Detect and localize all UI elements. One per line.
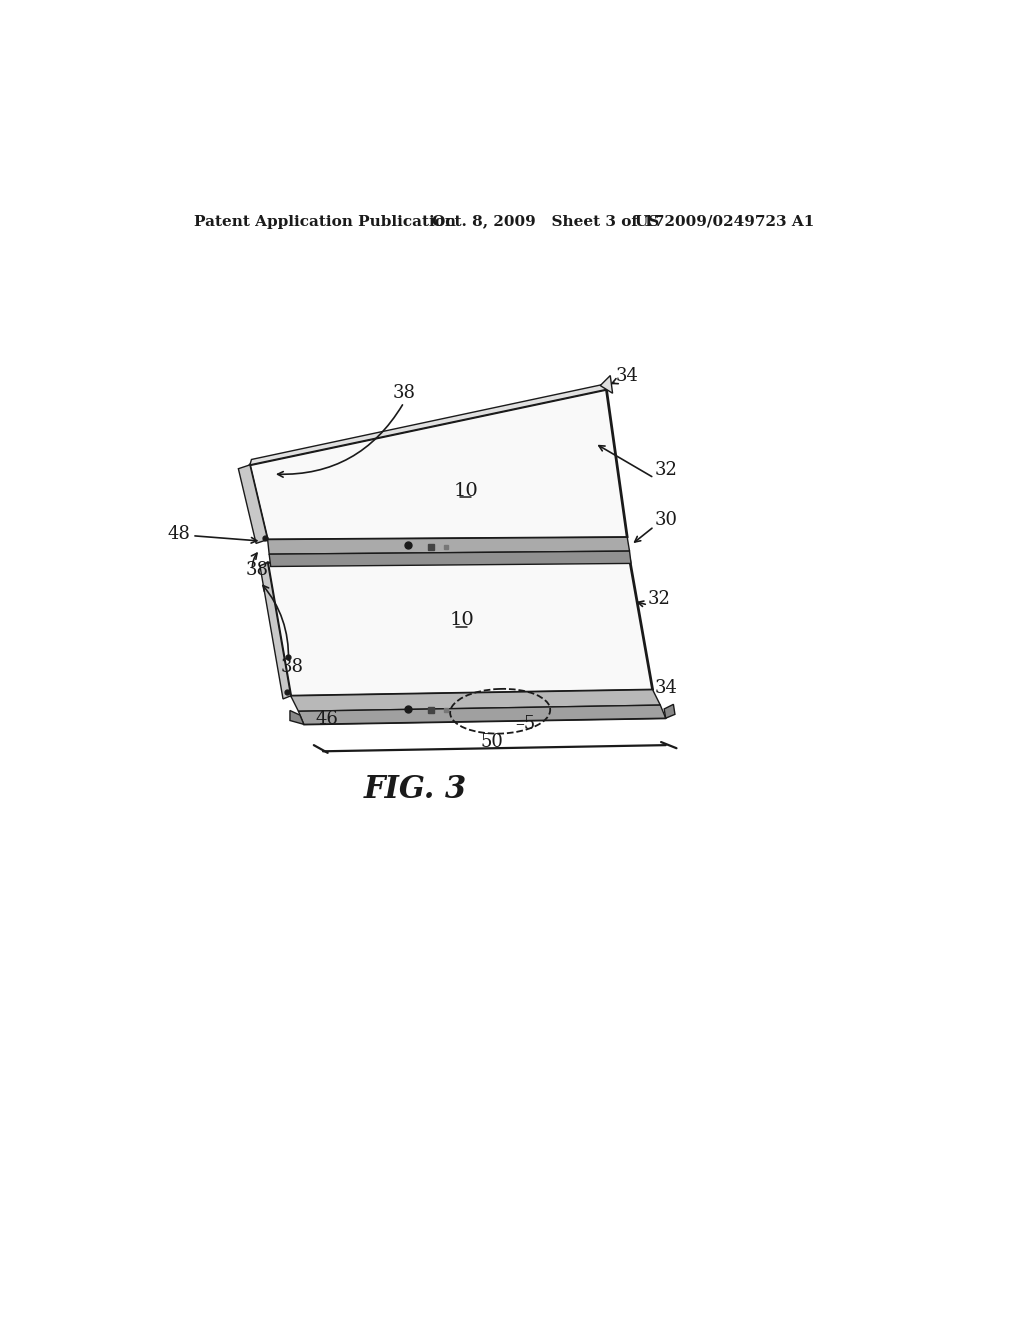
Polygon shape — [250, 383, 608, 465]
Polygon shape — [290, 710, 304, 725]
Text: 38: 38 — [392, 384, 416, 403]
Text: 10: 10 — [450, 611, 474, 630]
Text: –5: –5 — [515, 715, 536, 734]
Polygon shape — [291, 689, 660, 711]
Text: 38: 38 — [246, 561, 269, 579]
Polygon shape — [250, 389, 628, 540]
Polygon shape — [298, 705, 666, 725]
Polygon shape — [665, 705, 675, 718]
Polygon shape — [267, 558, 652, 696]
Text: 10: 10 — [454, 482, 478, 500]
Text: 46: 46 — [315, 710, 338, 727]
Polygon shape — [269, 552, 631, 566]
Text: 32: 32 — [654, 461, 677, 479]
Text: 32: 32 — [648, 590, 671, 607]
Text: 30: 30 — [654, 511, 677, 529]
Text: Patent Application Publication: Patent Application Publication — [195, 215, 457, 228]
Polygon shape — [260, 562, 291, 700]
Polygon shape — [267, 537, 630, 554]
Text: 48: 48 — [168, 525, 190, 543]
Text: US 2009/0249723 A1: US 2009/0249723 A1 — [635, 215, 814, 228]
Text: 34: 34 — [615, 367, 639, 384]
Polygon shape — [600, 376, 612, 393]
Text: 38: 38 — [281, 657, 304, 676]
Polygon shape — [239, 465, 267, 544]
Text: 50: 50 — [481, 733, 504, 751]
Text: Oct. 8, 2009   Sheet 3 of 17: Oct. 8, 2009 Sheet 3 of 17 — [432, 215, 665, 228]
Text: FIG. 3: FIG. 3 — [364, 775, 467, 805]
Text: 34: 34 — [654, 680, 677, 697]
